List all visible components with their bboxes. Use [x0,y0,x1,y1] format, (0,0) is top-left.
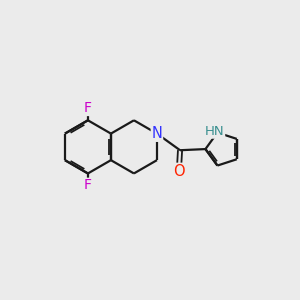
Text: F: F [84,101,92,115]
Text: F: F [84,178,92,193]
Text: N: N [152,126,162,141]
Text: HN: HN [205,125,224,138]
Text: O: O [173,164,185,178]
